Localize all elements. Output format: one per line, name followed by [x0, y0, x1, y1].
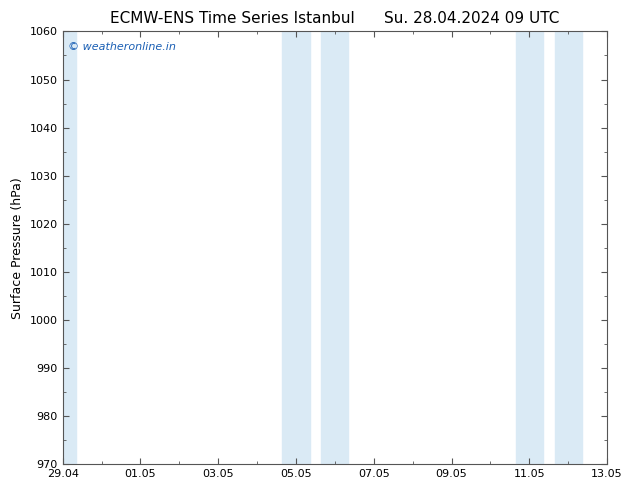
Bar: [555, 31, 582, 464]
Y-axis label: Surface Pressure (hPa): Surface Pressure (hPa): [11, 177, 24, 318]
Title: ECMW-ENS Time Series Istanbul      Su. 28.04.2024 09 UTC: ECMW-ENS Time Series Istanbul Su. 28.04.…: [110, 11, 560, 26]
Bar: [321, 31, 349, 464]
Bar: [282, 31, 309, 464]
Text: © weatheronline.in: © weatheronline.in: [68, 42, 176, 52]
Bar: [515, 31, 543, 464]
Bar: [63, 31, 76, 464]
